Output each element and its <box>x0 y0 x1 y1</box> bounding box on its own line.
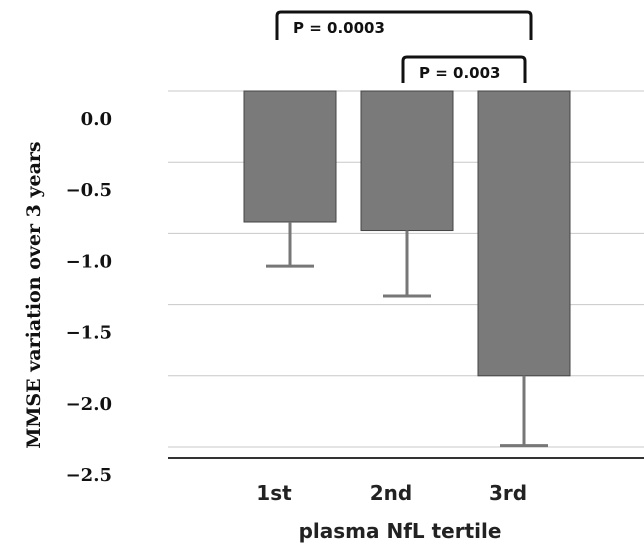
significance-brackets: P = 0.0003 P = 0.003 <box>275 10 533 83</box>
x-tick-labels: 1st 2nd 3rd <box>256 481 527 505</box>
y-tick-label: 0.0 <box>81 109 112 130</box>
bar-2nd <box>360 90 454 232</box>
y-tick-label: −1.5 <box>66 323 112 344</box>
y-tick-label: −0.5 <box>66 180 112 201</box>
bar-3rd <box>477 90 571 377</box>
x-tick-label: 3rd <box>489 481 527 505</box>
y-tick-label: −1.0 <box>66 251 112 272</box>
y-tick-label: −2.5 <box>66 465 112 486</box>
y-axis-label: MMSE variation over 3 years <box>23 141 45 448</box>
x-axis-label: plasma NfL tertile <box>299 519 502 543</box>
y-tick-label: −2.0 <box>66 394 112 415</box>
bar-1st <box>243 90 337 223</box>
p-value-label: P = 0.0003 <box>293 19 385 37</box>
p-value-label: P = 0.003 <box>419 64 500 82</box>
x-tick-label: 1st <box>256 481 292 505</box>
bars <box>243 90 571 377</box>
significance-bracket <box>275 10 533 40</box>
error-bars <box>266 222 548 448</box>
x-tick-label: 2nd <box>370 481 412 505</box>
y-tick-labels: 0.0 −0.5 −1.0 −1.5 −2.0 −2.5 <box>66 109 112 486</box>
significance-bracket <box>401 55 527 83</box>
